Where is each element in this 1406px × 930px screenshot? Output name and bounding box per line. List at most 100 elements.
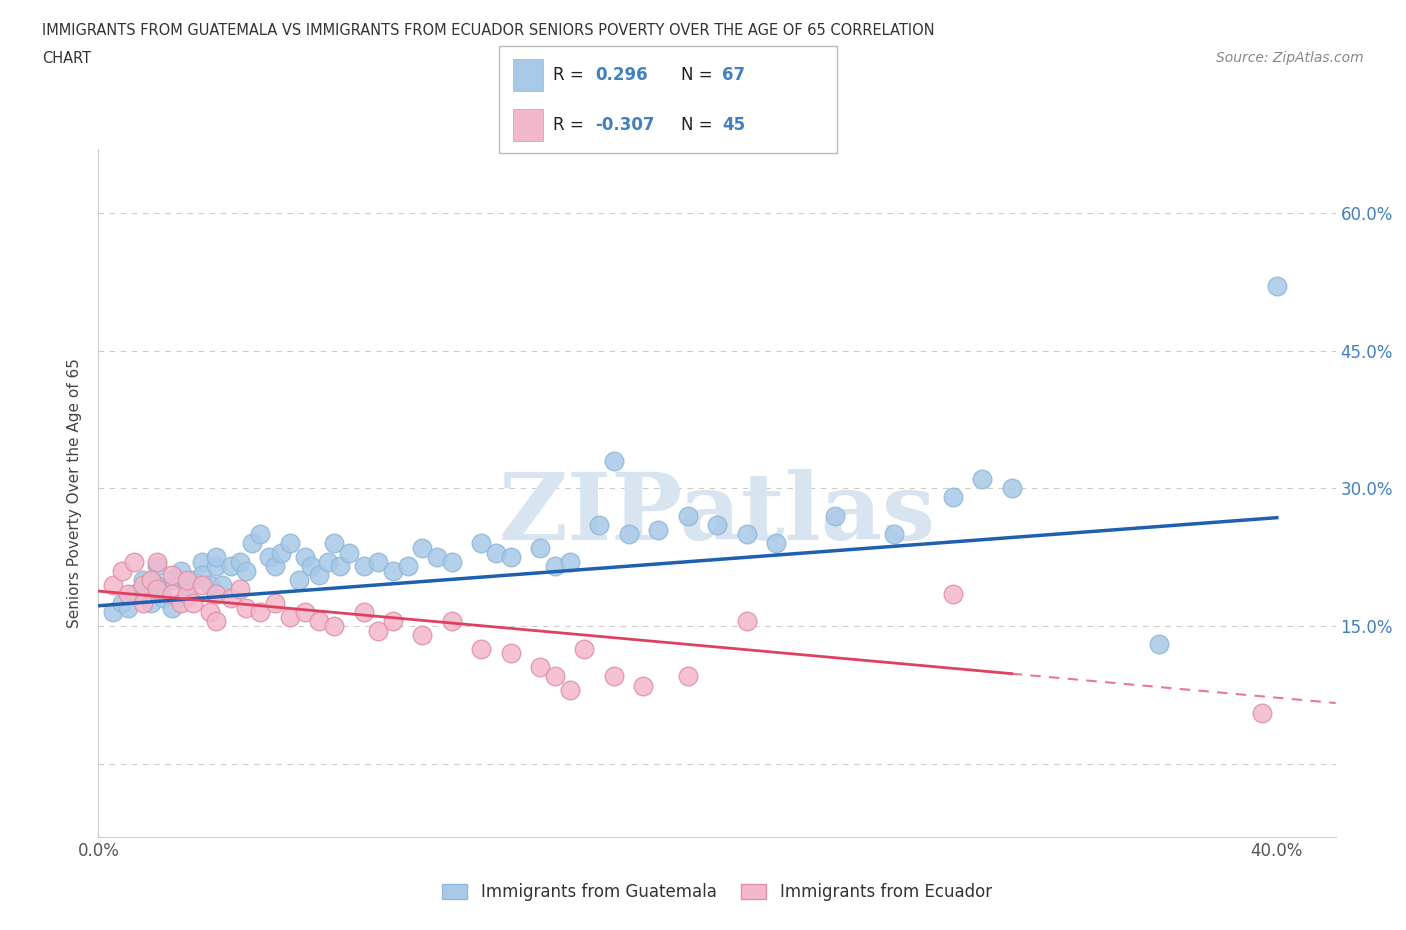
Point [323,618,346,633]
Point [883,526,905,541]
Point [160,587,183,602]
Point [122,554,145,569]
Y-axis label: Seniors Poverty Over the Age of 65: Seniors Poverty Over the Age of 65 [67,358,83,628]
Point [765,536,787,551]
Point [249,604,271,619]
Bar [513,60,543,91]
Point [617,526,640,541]
Point [942,587,965,602]
Point [270,545,292,560]
Point [367,554,389,569]
Point [219,591,242,605]
Point [229,582,252,597]
Point [470,642,492,657]
Text: 45: 45 [721,115,745,134]
Point [176,573,198,588]
Point [353,559,375,574]
Point [176,591,198,605]
Point [160,600,183,615]
Point [1001,481,1024,496]
Text: IMMIGRANTS FROM GUATEMALA VS IMMIGRANTS FROM ECUADOR SENIORS POVERTY OVER THE AG: IMMIGRANTS FROM GUATEMALA VS IMMIGRANTS … [42,23,935,38]
Point [176,578,198,592]
Point [264,595,287,610]
Point [200,578,222,592]
Point [382,564,405,578]
Point [190,568,212,583]
Point [205,587,228,602]
Point [111,564,134,578]
Point [676,509,699,524]
Point [588,518,610,533]
Text: CHART: CHART [42,51,91,66]
Point [205,550,228,565]
Point [287,573,309,588]
Text: Source: ZipAtlas.com: Source: ZipAtlas.com [1216,51,1364,65]
Point [101,604,124,619]
Point [122,587,145,602]
Point [972,472,994,486]
Point [308,568,330,583]
Point [160,573,183,588]
Point [308,614,330,629]
Text: -0.307: -0.307 [595,115,655,134]
Point [353,604,375,619]
Point [141,595,163,610]
Point [240,536,263,551]
Point [633,678,655,693]
Point [278,609,301,624]
Point [499,646,522,661]
Point [440,554,463,569]
Point [499,550,522,565]
Legend: Immigrants from Guatemala, Immigrants from Ecuador: Immigrants from Guatemala, Immigrants fr… [436,876,998,908]
Point [229,554,252,569]
Point [942,490,965,505]
Point [382,614,405,629]
Point [181,595,204,610]
Text: 67: 67 [721,66,745,85]
Point [323,536,346,551]
Point [249,526,271,541]
Point [396,559,419,574]
Point [235,600,257,615]
Point [329,559,352,574]
Point [131,573,153,588]
Point [294,604,316,619]
Point [101,578,124,592]
Point [1265,279,1288,294]
Point [211,578,233,592]
Point [1251,706,1274,721]
Point [603,669,626,684]
Point [152,591,174,605]
Bar [513,109,543,140]
Point [426,550,449,565]
Point [824,509,846,524]
Point [146,578,169,592]
Point [131,578,153,592]
Text: N =: N = [682,66,718,85]
Point [170,595,193,610]
Point [146,554,169,569]
Text: 0.296: 0.296 [595,66,648,85]
Point [411,540,433,555]
Point [259,550,281,565]
Point [544,559,567,574]
Point [146,582,169,597]
Text: R =: R = [553,115,589,134]
Point [294,550,316,565]
Point [181,573,204,588]
Point [176,587,198,602]
Text: ZIPatlas: ZIPatlas [499,469,935,559]
Point [316,554,339,569]
Point [205,614,228,629]
Point [235,564,257,578]
Point [529,659,551,674]
Point [131,582,153,597]
Point [131,595,153,610]
Point [205,559,228,574]
Point [735,614,758,629]
Point [367,623,389,638]
Point [278,536,301,551]
Point [411,628,433,643]
Point [529,540,551,555]
Point [141,573,163,588]
